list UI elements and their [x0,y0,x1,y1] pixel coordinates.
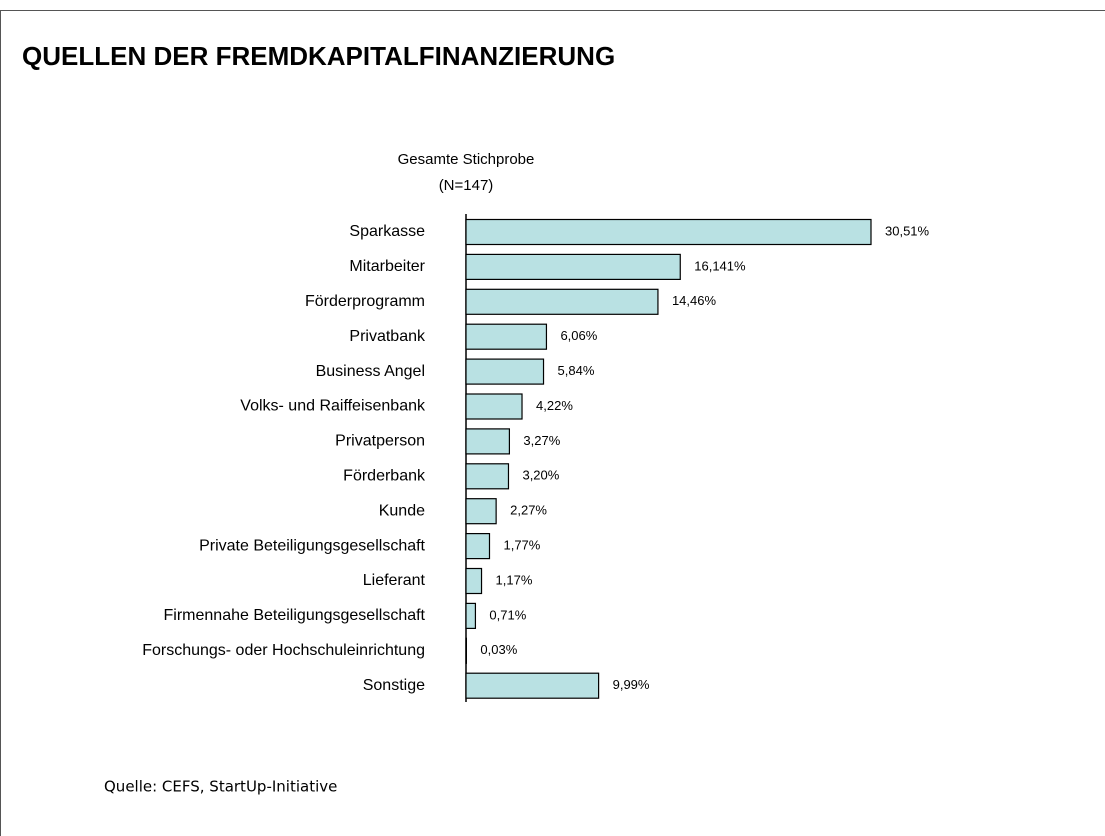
value-label: 3,20% [522,468,559,483]
value-label: 1,77% [503,538,540,553]
value-label: 5,84% [558,363,595,378]
value-label: 9,99% [613,677,650,692]
value-label: 30,51% [885,223,930,238]
value-label: 2,27% [510,503,547,518]
category-label: Business Angel [316,363,425,380]
bar [465,532,491,560]
category-label: Mitarbeiter [349,258,425,275]
value-label: 16,141% [694,258,746,273]
bar [465,567,483,595]
frame [0,10,1105,836]
category-label: Privatbank [349,328,426,345]
subtitle: (N=147) [439,177,494,194]
bar [465,323,548,350]
bar [465,602,477,630]
bar [465,672,600,699]
category-label: Kunde [379,502,425,519]
bar [465,253,681,280]
category-label: Forschungs- oder Hochschuleinrichtung [142,642,425,659]
category-label: Lieferant [363,572,426,589]
bar [465,288,659,315]
category-label: Sparkasse [349,223,425,240]
subtitle: Gesamte Stichprobe [398,151,535,168]
value-label: 14,46% [672,293,717,308]
value-label: 0,71% [489,607,526,622]
source: Quelle: CEFS, StartUp-Initiative [104,778,337,796]
bar [465,428,511,455]
category-label: Sonstige [363,677,425,694]
bar [465,358,545,385]
category-label: Firmennahe Beteiligungsgesellschaft [164,607,426,624]
value-label: 4,22% [536,398,573,413]
bar [465,463,510,490]
value-label: 6,06% [560,328,597,343]
value-label: 3,27% [523,433,560,448]
chart-title: QUELLEN DER FREMDKAPITALFINANZIERUNG [22,41,615,71]
value-label: 0,03% [480,642,517,657]
category-label: Private Beteiligungsgesellschaft [199,537,425,554]
bar [465,498,497,525]
bar [465,393,523,420]
category-label: Förderbank [343,468,426,485]
category-label: Privatperson [335,433,425,450]
category-label: Volks- und Raiffeisenbank [240,398,426,415]
bar [465,218,872,246]
category-label: Förderprogramm [305,293,425,310]
value-label: 1,17% [496,572,533,587]
